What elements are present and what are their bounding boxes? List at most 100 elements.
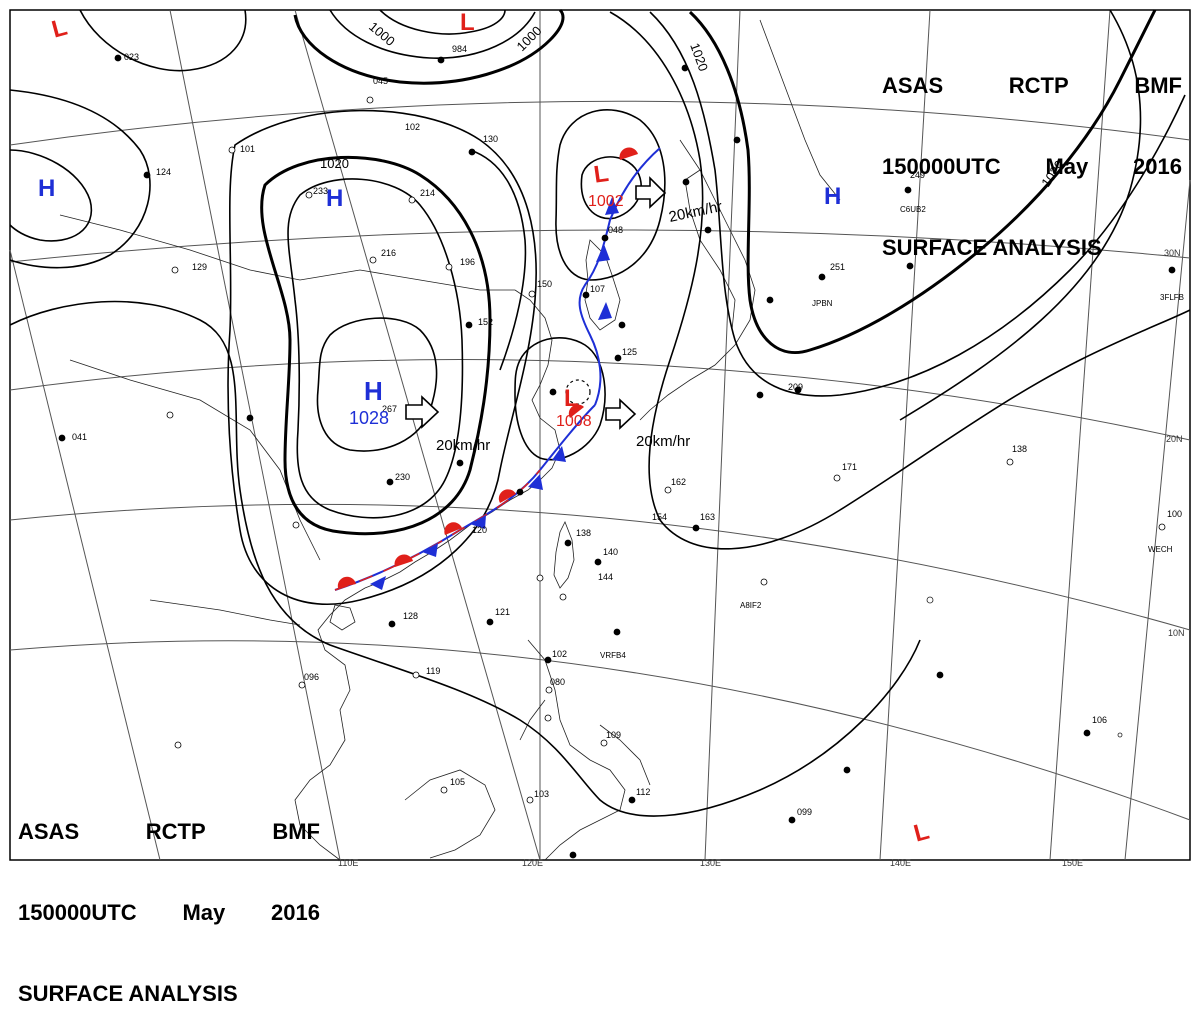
station-marker	[228, 146, 236, 154]
high-center-letter: H	[364, 376, 383, 406]
station-marker	[904, 186, 912, 194]
front-semicircle	[568, 404, 584, 418]
station-value: 119	[426, 666, 440, 676]
station-value: 154	[652, 512, 667, 522]
station-marker	[788, 816, 796, 824]
title-block-bottom: ASAS RCTP BMF 150000UTC May 2016 SURFACE…	[18, 764, 320, 1034]
isobar-north-low-1000	[293, 8, 565, 85]
title-station: RCTP	[1008, 73, 1069, 98]
title-product: SURFACE ANALYSIS	[18, 981, 238, 1006]
latitude-label: 20N	[1166, 434, 1183, 444]
station-marker	[445, 263, 453, 271]
station-marker	[549, 388, 557, 396]
station-value: 129	[192, 262, 207, 272]
latitude-line-40n	[9, 100, 1191, 146]
weather-map: 023 984 045 102 130 124 101 233 214 216 …	[9, 8, 1191, 868]
grid-labels: 30N 20N 10N 110E 120E 130E 140E 150E	[338, 248, 1185, 868]
station-marker	[569, 851, 577, 859]
station-value: 249	[910, 170, 925, 180]
station-marker	[682, 178, 690, 186]
latitude-line-30n	[9, 229, 1191, 263]
station-marker	[594, 558, 602, 566]
station-marker	[526, 796, 534, 804]
ship-callsign: WECH	[1148, 545, 1173, 554]
station-marker	[388, 620, 396, 628]
station-marker	[614, 354, 622, 362]
station-value: 209	[788, 382, 803, 392]
station-value: 124	[156, 167, 171, 177]
station-marker	[292, 521, 300, 529]
low-center-letter: L	[49, 14, 70, 44]
longitude-label: 120E	[522, 858, 543, 868]
station-value: 105	[450, 777, 465, 787]
title-row-ids: ASAS RCTP BMF	[18, 818, 320, 845]
isobar-northwest-2	[9, 89, 151, 269]
station-value: 120	[472, 525, 487, 535]
kuril-coastline	[759, 19, 841, 201]
front-triangle	[598, 302, 612, 320]
isobar-east-china-loop	[514, 337, 606, 461]
station-marker	[171, 266, 179, 274]
station-marker	[456, 459, 464, 467]
motion-label: 20km/hr	[636, 433, 690, 450]
longitude-line-150e	[879, 9, 931, 861]
motion-arrow	[605, 398, 637, 430]
station-marker	[544, 714, 552, 722]
station-value: 140	[603, 547, 618, 557]
japan-coastline	[639, 139, 756, 421]
station-marker	[613, 628, 621, 636]
front-triangle	[422, 543, 438, 557]
taiwan-coastline	[553, 521, 575, 589]
station-marker	[437, 56, 445, 64]
station-marker	[1006, 458, 1014, 466]
station-marker	[936, 671, 944, 679]
high-center-letter: H	[824, 183, 841, 210]
longitude-label: 110E	[338, 858, 358, 868]
station-marker	[412, 671, 420, 679]
isobar-east-1012	[609, 11, 1191, 550]
longitude-line-110e	[169, 9, 341, 861]
isobar-high-outer	[227, 109, 537, 605]
longitude-line-140e	[704, 9, 741, 861]
station-marker	[246, 414, 254, 422]
title-row-ids: ASAS RCTP BMF	[882, 72, 1182, 99]
station-marker	[692, 524, 700, 532]
low-center-letter: L	[564, 385, 579, 412]
station-value: 138	[1012, 444, 1027, 454]
high-center-letter: H	[326, 185, 343, 212]
station-marker	[536, 574, 544, 582]
station-marker	[600, 739, 608, 747]
title-year: 2016	[271, 900, 320, 925]
low-center-value: 1008	[556, 413, 592, 430]
station-marker	[528, 290, 536, 298]
station-marker	[843, 766, 851, 774]
front-semicircle	[394, 554, 413, 567]
station-marker	[794, 386, 802, 394]
station-value: 214	[420, 188, 435, 198]
station-marker	[756, 391, 764, 399]
station-value: 984	[452, 44, 467, 54]
station-marker	[564, 539, 572, 547]
title-office: BMF	[272, 819, 320, 844]
front-semicircle	[619, 147, 638, 160]
station-marker	[618, 321, 626, 329]
ship-callsign: VRFB4	[600, 651, 626, 660]
station-value: 267	[382, 404, 397, 414]
title-time: 150000UTC	[18, 900, 137, 925]
front-triangle	[596, 244, 610, 262]
high-center-letter: H	[38, 175, 55, 202]
station-value: 216	[381, 248, 396, 258]
station-marker	[601, 234, 609, 242]
station-marker	[58, 434, 66, 442]
latitude-label: 30N	[1164, 248, 1181, 258]
latitude-line-10n	[9, 503, 1191, 631]
title-office: BMF	[1134, 73, 1182, 98]
station-marker	[664, 486, 672, 494]
ship-callsign: A8IF2	[740, 601, 762, 610]
low-center-letter: L	[592, 160, 610, 189]
station-marker	[298, 681, 306, 689]
isobar-east-1020	[688, 9, 1157, 355]
longitude-label: 130E	[700, 858, 721, 868]
station-value: 152	[478, 317, 493, 327]
station-marker	[1158, 523, 1166, 531]
